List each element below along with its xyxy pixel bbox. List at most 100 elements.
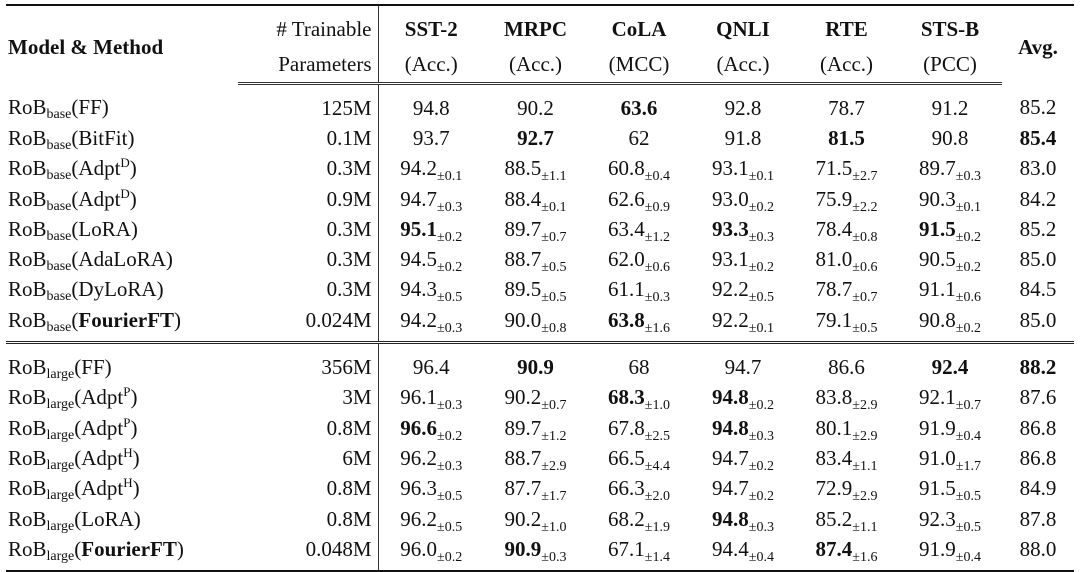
score-cell: 80.1±2.9	[795, 413, 898, 444]
score-value: 90.9	[517, 355, 554, 380]
score-std: ±0.2	[437, 428, 463, 444]
score-std: ±2.9	[852, 398, 878, 414]
model-size: large	[46, 488, 75, 504]
avg-cell: 84.9	[1019, 476, 1057, 501]
table-row: RoBlarge(AdptH) 6M 96.2±0.3 88.7±2.9 66.5±4.…	[6, 443, 1074, 474]
score-cell: 92.4	[898, 341, 1002, 383]
score-std: ±0.2	[437, 549, 463, 565]
score-cell: 93.7	[378, 123, 484, 153]
score-cell: 95.1±0.2	[378, 214, 484, 245]
avg-cell: 85.2	[1019, 94, 1057, 119]
score-std: ±0.8	[541, 320, 567, 336]
score-cell: 88.7±2.9	[484, 443, 587, 474]
score-std: ±1.7	[541, 489, 567, 505]
score-cell: 96.0±0.2	[378, 534, 484, 572]
table-row: RoBlarge(AdptP) 0.8M 96.6±0.2 89.7±1.2 67.8±…	[6, 412, 1074, 444]
score-std: ±0.2	[748, 489, 774, 505]
score-std: ±0.2	[748, 199, 774, 215]
score-value: 90.3	[919, 186, 956, 211]
avg-cell: 85.4	[1019, 125, 1057, 150]
score-std: ±1.1	[541, 169, 567, 185]
score-cell: 90.2±0.7	[484, 383, 587, 413]
score-cell: 92.7	[484, 123, 587, 153]
score-value: 68	[628, 355, 650, 380]
score-value: 94.3	[400, 277, 438, 302]
table-row: RoBbase(AdptD) 0.3M 94.2±0.1 88.5±1.1 60.8±0…	[6, 153, 1074, 185]
score-std: ±0.5	[437, 489, 463, 505]
score-std: ±0.4	[748, 549, 774, 565]
score-std: ±0.1	[437, 169, 463, 185]
model-method-cell: RoBbase(LoRA)	[8, 216, 138, 244]
params-cell: 0.8M	[238, 473, 379, 504]
score-std: ±0.5	[748, 290, 774, 306]
model-name: RoB	[8, 156, 47, 181]
score-cell: 96.1±0.3	[378, 383, 484, 413]
score-cell: 60.8±0.4	[587, 154, 691, 184]
score-value: 63.4	[608, 216, 645, 241]
score-std: ±0.5	[955, 519, 981, 535]
model-size: base	[46, 319, 72, 335]
method-variant: P	[123, 384, 131, 400]
score-value: 94.5	[400, 247, 438, 272]
score-cell: 67.8±2.5	[587, 413, 691, 444]
method-name: LoRA	[78, 216, 131, 241]
header-task-qnli: QNLI	[716, 17, 770, 41]
score-value: 89.7	[919, 156, 956, 181]
score-std: ±0.4	[644, 169, 670, 185]
score-cell: 92.8	[691, 84, 795, 124]
results-table: Model & Method # Trainable SST-2 MRPC Co…	[6, 4, 1074, 572]
score-cell: 90.2	[484, 84, 587, 124]
params-cell: 0.3M	[238, 214, 379, 245]
score-cell: 90.3±0.1	[898, 184, 1002, 215]
score-value: 78.7	[828, 95, 865, 120]
params-cell: 0.024M	[238, 305, 379, 343]
score-value: 91.1	[919, 277, 956, 302]
model-name: RoB	[8, 445, 47, 470]
table-row: RoBlarge(FourierFT) 0.048M 96.0±0.2 90.9±0.…	[6, 534, 1074, 572]
score-std: ±0.3	[437, 320, 463, 336]
score-value: 92.2	[712, 307, 749, 332]
avg-cell: 84.2	[1019, 186, 1057, 211]
score-cell: 92.1±0.7	[898, 383, 1002, 413]
score-std: ±0.3	[748, 428, 774, 444]
score-cell: 83.8±2.9	[795, 383, 898, 413]
score-std: ±0.2	[437, 260, 463, 276]
score-cell: 66.5±4.4	[587, 443, 691, 474]
avg-cell: 88.2	[1002, 341, 1074, 383]
model-size: base	[46, 137, 72, 153]
avg-cell: 85.0	[1019, 307, 1057, 332]
score-value: 94.8	[712, 385, 749, 410]
model-method-cell: RoBlarge(AdptP)	[8, 384, 138, 413]
score-value: 91.5	[919, 476, 956, 501]
score-cell: 90.9±0.3	[484, 534, 587, 572]
score-value: 92.2	[712, 277, 749, 302]
score-value: 91.2	[931, 95, 969, 120]
method-name: Adpt	[81, 445, 124, 470]
score-cell: 96.2±0.3	[378, 443, 484, 474]
score-value: 66.5	[608, 445, 645, 470]
score-std: ±0.2	[955, 229, 981, 245]
score-cell: 67.1±1.4	[587, 534, 691, 572]
score-std: ±1.7	[955, 458, 981, 474]
model-size: base	[46, 259, 72, 275]
method-name: Adpt	[81, 476, 124, 501]
score-std: ±0.1	[748, 320, 774, 336]
score-value: 91.5	[919, 216, 956, 241]
avg-cell: 83.0	[1019, 156, 1057, 181]
params-cell: 125M	[238, 83, 379, 124]
params-cell: 0.1M	[238, 123, 379, 154]
score-value: 60.8	[608, 156, 645, 181]
model-size: base	[46, 289, 72, 305]
method-name: FF	[81, 355, 105, 380]
avg-cell: 85.2	[1019, 216, 1057, 241]
model-method-cell: RoBbase(AdaLoRA)	[8, 247, 173, 275]
method-name: DyLoRA	[78, 277, 157, 302]
method-name: Adpt	[78, 156, 121, 181]
score-cell: 90.5±0.2	[898, 244, 1002, 275]
score-value: 96.2	[400, 506, 438, 531]
method-name: Adpt	[81, 385, 124, 410]
score-cell: 63.8±1.6	[587, 305, 691, 343]
score-value: 62.6	[608, 186, 645, 211]
score-std: ±0.6	[955, 290, 981, 306]
